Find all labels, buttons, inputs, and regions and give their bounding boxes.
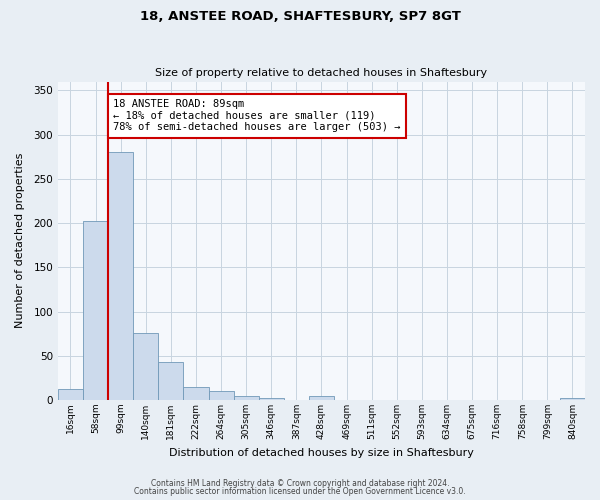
Bar: [83, 222, 108, 400]
Bar: [58, 388, 83, 400]
Bar: [133, 333, 158, 400]
Bar: [309, 396, 334, 400]
Title: Size of property relative to detached houses in Shaftesbury: Size of property relative to detached ho…: [155, 68, 488, 78]
Text: Contains public sector information licensed under the Open Government Licence v3: Contains public sector information licen…: [134, 487, 466, 496]
Text: 18 ANSTEE ROAD: 89sqm
← 18% of detached houses are smaller (119)
78% of semi-det: 18 ANSTEE ROAD: 89sqm ← 18% of detached …: [113, 99, 401, 132]
Bar: [184, 386, 209, 400]
Bar: [108, 152, 133, 400]
Bar: [158, 362, 184, 400]
Y-axis label: Number of detached properties: Number of detached properties: [15, 153, 25, 328]
Text: 18, ANSTEE ROAD, SHAFTESBURY, SP7 8GT: 18, ANSTEE ROAD, SHAFTESBURY, SP7 8GT: [140, 10, 460, 23]
Text: Contains HM Land Registry data © Crown copyright and database right 2024.: Contains HM Land Registry data © Crown c…: [151, 478, 449, 488]
Bar: [560, 398, 585, 400]
Bar: [209, 391, 233, 400]
X-axis label: Distribution of detached houses by size in Shaftesbury: Distribution of detached houses by size …: [169, 448, 474, 458]
Bar: [259, 398, 284, 400]
Bar: [233, 396, 259, 400]
